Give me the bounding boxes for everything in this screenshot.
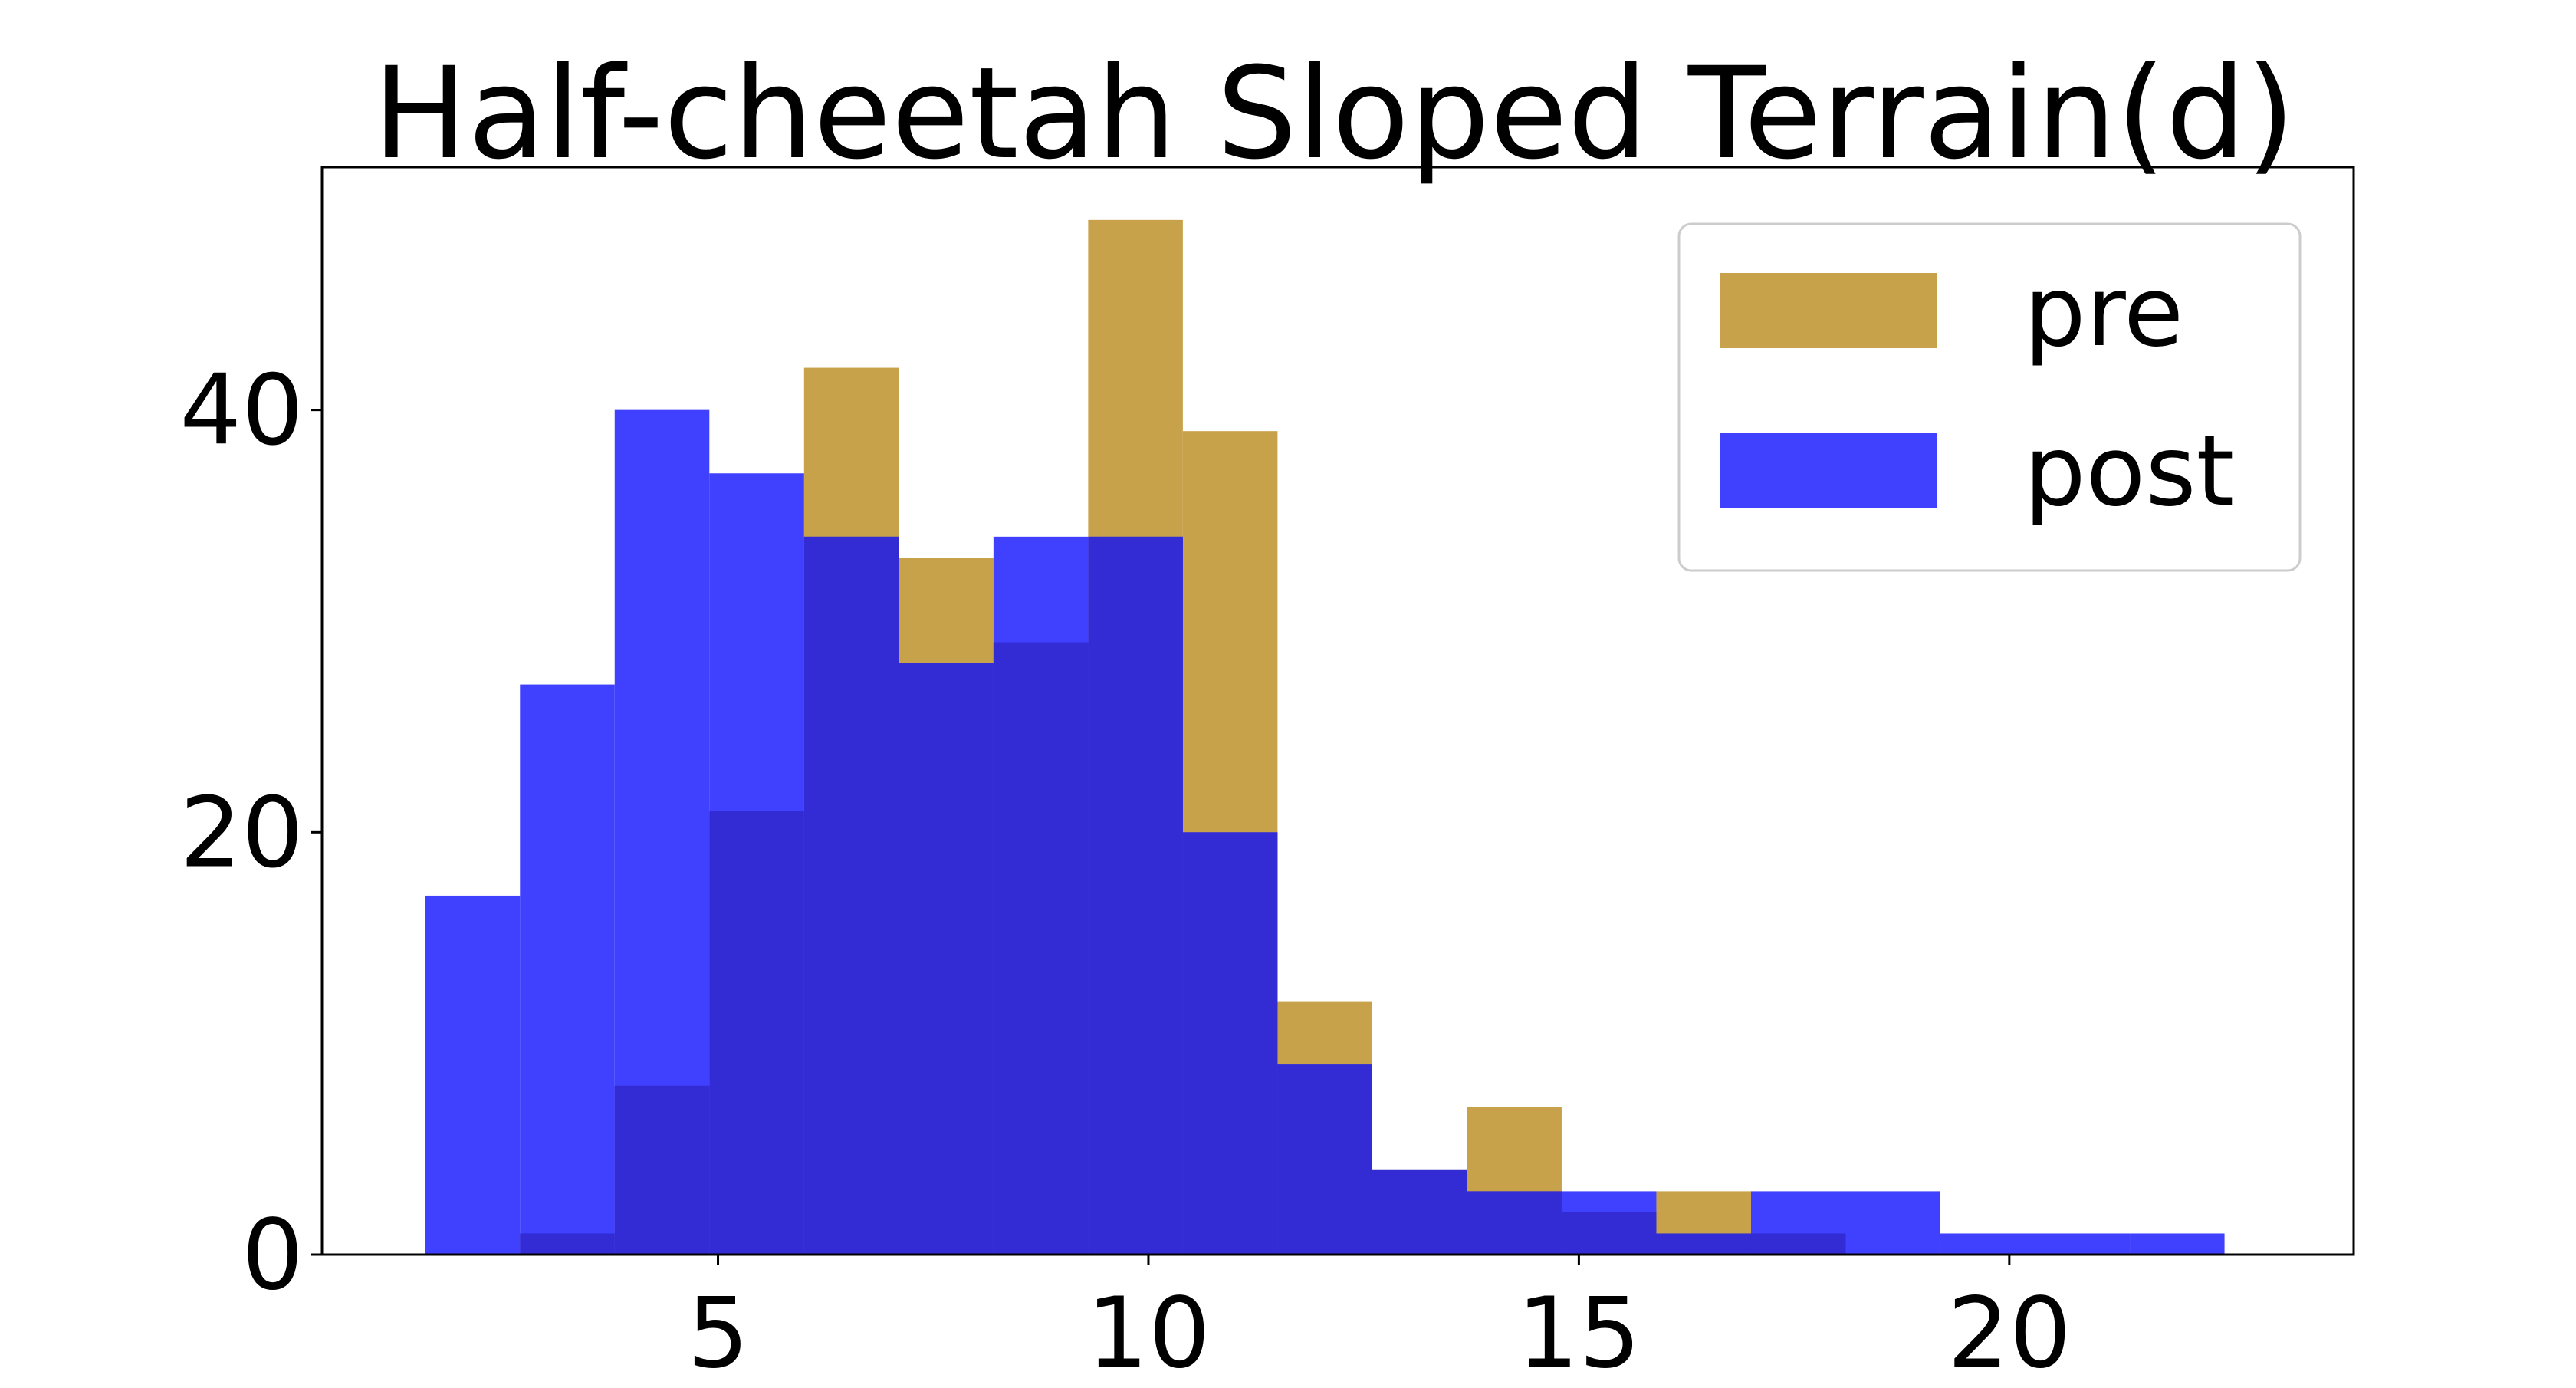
bar-overlap-1: [614, 1085, 710, 1255]
y-tick-label-0: 0: [242, 1198, 304, 1311]
bar-overlap-5: [993, 642, 1089, 1255]
legend-label-pre: pre: [2024, 255, 2183, 368]
bar-overlap-10: [1467, 1191, 1562, 1255]
x-tick-label-20: 20: [1947, 1276, 2072, 1388]
bar-overlap-4: [899, 663, 994, 1255]
x-tick-label-5: 5: [687, 1276, 749, 1388]
plot-frame: [320, 166, 2355, 1256]
legend-swatch-post: [1720, 433, 1937, 508]
bar-overlap-6: [1088, 536, 1183, 1255]
bar-overlap-12: [1656, 1233, 1751, 1255]
x-tick-label-15: 15: [1517, 1276, 1641, 1388]
bar-post-16: [1940, 1233, 2036, 1255]
legend-label-post: post: [2024, 414, 2234, 528]
chart-title: Half-cheetah Sloped Terrain(d): [373, 40, 2295, 187]
y-tick-label-20: 20: [179, 775, 304, 889]
bars-layer: [425, 219, 2225, 1255]
bar-overlap-7: [1182, 832, 1278, 1255]
bar-overlap-8: [1277, 1064, 1372, 1255]
legend: pre post: [1677, 222, 2302, 572]
y-axis: 0 20 40: [179, 354, 322, 1311]
bar-overlap-2: [709, 811, 804, 1255]
bar-post-0: [425, 895, 521, 1255]
bar-post-15: [1845, 1191, 1941, 1255]
bar-overlap-3: [803, 536, 899, 1255]
bar-post-18: [2130, 1233, 2225, 1255]
bar-overlap-13: [1750, 1233, 1846, 1255]
bar-overlap-11: [1561, 1212, 1657, 1255]
bar-overlap-0: [520, 1233, 615, 1255]
bar-overlap-9: [1372, 1169, 1467, 1255]
legend-swatch-pre: [1720, 273, 1937, 348]
y-tick-label-40: 40: [179, 354, 304, 467]
bar-post-17: [2035, 1233, 2131, 1255]
x-axis: 5 10 15 20: [687, 1255, 2072, 1388]
bar-post-1: [520, 684, 615, 1255]
x-tick-label-10: 10: [1086, 1276, 1211, 1388]
